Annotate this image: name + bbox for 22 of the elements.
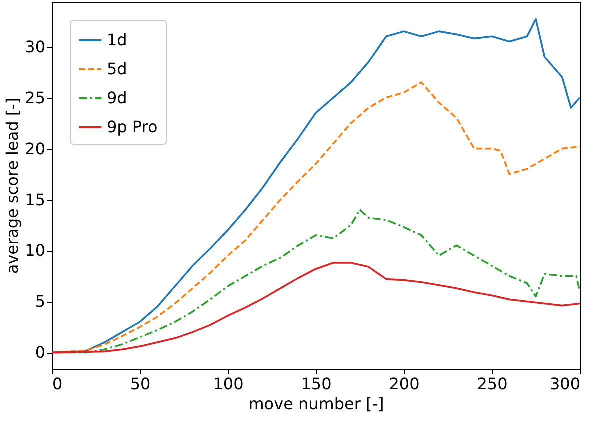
x-axis-title: move number [-]: [248, 394, 384, 414]
y-tick-label: 0: [35, 343, 46, 362]
y-tick-label: 15: [25, 190, 46, 210]
line-series: [51, 82, 581, 354]
y-tick-label: 10: [25, 241, 46, 260]
x-tick-label: 100: [213, 374, 244, 394]
x-tick-label: 0: [52, 374, 63, 394]
y-tick-label: 20: [25, 139, 46, 158]
legend-label: 5d: [107, 60, 128, 78]
x-tick-label: 250: [477, 374, 508, 394]
line-series: [51, 262, 581, 354]
legend-label: 1d: [107, 30, 128, 50]
legend-label: 9p Pro: [107, 118, 158, 136]
y-axis-title: average score lead [-]: [3, 98, 22, 274]
x-tick-label: 50: [130, 374, 151, 394]
y-tick-label: 25: [25, 88, 46, 108]
y-tick-label: 30: [25, 37, 46, 56]
legend-label: 9d: [107, 88, 128, 108]
y-tick-label: 5: [35, 292, 46, 312]
x-tick-label: 200: [389, 374, 420, 394]
x-tick-label: 150: [301, 374, 332, 394]
x-tick-label: 300: [550, 374, 580, 394]
